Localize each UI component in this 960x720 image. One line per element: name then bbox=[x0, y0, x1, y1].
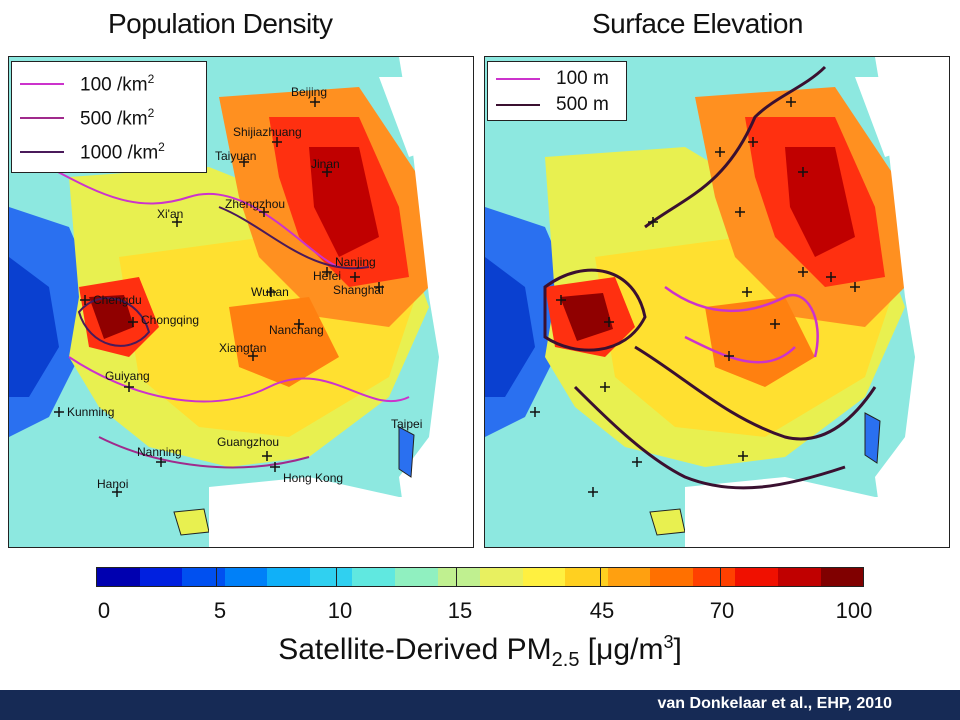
colorbar-swatch bbox=[692, 568, 736, 586]
colorbar-tick-70: 70 bbox=[709, 598, 735, 623]
colorbar-swatch bbox=[224, 568, 268, 586]
colorbar-tick-mark bbox=[720, 567, 721, 587]
legend-row-100: 100 /km2 bbox=[20, 72, 154, 96]
colorbar-tick-100: 100 bbox=[835, 598, 873, 623]
colorbar-tick-15: 15 bbox=[447, 598, 473, 623]
colorbar-swatch bbox=[394, 568, 438, 586]
city-label-zhengzhou: Zhengzhou bbox=[225, 197, 286, 211]
population-density-map: 100 /km2 500 /km2 1000 /km2 Beijing Shij… bbox=[8, 56, 474, 548]
colorbar-swatch bbox=[139, 568, 183, 586]
pm25-colorbar bbox=[96, 567, 864, 587]
colorbar-tick-5: 5 bbox=[213, 598, 227, 623]
city-label-hefei: Hefei bbox=[313, 269, 342, 283]
legend-row-500m: 500 m bbox=[496, 94, 609, 116]
colorbar-swatch bbox=[650, 568, 693, 586]
legend-line-100m bbox=[496, 78, 540, 80]
right-panel-title: Surface Elevation bbox=[592, 8, 803, 39]
city-label-beijing: Beijing bbox=[291, 85, 328, 99]
colorbar-tick-45: 45 bbox=[589, 598, 615, 623]
legend-line-500 bbox=[20, 117, 64, 120]
population-map-svg bbox=[9, 57, 473, 547]
legend-label-100m: 100 m bbox=[556, 68, 609, 89]
city-label-guangzhou: Guangzhou bbox=[217, 435, 280, 449]
legend-row-1000: 1000 /km2 bbox=[20, 140, 165, 164]
colorbar-tick-10: 10 bbox=[327, 598, 353, 623]
colorbar-tick-0: 0 bbox=[97, 598, 111, 623]
city-label-xiangtan: Xiangtan bbox=[219, 341, 267, 355]
city-label-hanoi: Hanoi bbox=[97, 477, 129, 491]
colorbar-swatch bbox=[267, 568, 310, 586]
city-label-taipei: Taipei bbox=[391, 417, 423, 431]
city-label-hong-kong: Hong Kong bbox=[283, 471, 344, 485]
colorbar-tick-mark bbox=[336, 567, 337, 587]
legend-label-500: 500 /km2 bbox=[80, 106, 155, 130]
city-label-chengdu: Chengdu bbox=[93, 293, 142, 307]
legend-line-100 bbox=[20, 83, 64, 86]
left-panel-title: Population Density bbox=[108, 8, 333, 39]
colorbar-swatch bbox=[522, 568, 566, 586]
city-label-kunming: Kunming bbox=[67, 405, 115, 419]
city-label-nanjing: Nanjing bbox=[335, 255, 376, 269]
population-legend: 100 /km2 500 /km2 1000 /km2 bbox=[11, 61, 207, 173]
city-label-wuhan: Wuhan bbox=[251, 285, 289, 299]
citation-text: van Donkelaar et al., EHP, 2010 bbox=[657, 695, 893, 712]
legend-line-500m bbox=[496, 104, 540, 106]
colorbar-tick-mark bbox=[456, 567, 457, 587]
colorbar-swatch bbox=[309, 568, 353, 586]
elevation-legend: 100 m 500 m bbox=[487, 61, 627, 121]
colorbar-swatch bbox=[820, 568, 864, 586]
legend-label-500m: 500 m bbox=[556, 94, 609, 115]
city-label-chongqing: Chongqing bbox=[141, 313, 200, 327]
colorbar-swatch bbox=[437, 568, 481, 586]
legend-row-100m: 100 m bbox=[496, 68, 609, 90]
elevation-map-svg bbox=[485, 57, 949, 547]
city-label-taiyuan: Taiyuan bbox=[215, 149, 257, 163]
colorbar-swatch bbox=[735, 568, 778, 586]
colorbar-swatch bbox=[778, 568, 821, 586]
legend-label-100: 100 /km2 bbox=[80, 72, 155, 96]
colorbar-swatch bbox=[480, 568, 523, 586]
city-label-shanghai: Shanghai bbox=[333, 283, 384, 297]
colorbar-tick-mark bbox=[216, 567, 217, 587]
legend-line-1000 bbox=[20, 151, 64, 154]
surface-elevation-map: 100 m 500 m bbox=[484, 56, 950, 548]
colorbar-swatch bbox=[97, 568, 140, 586]
citation-footer: van Donkelaar et al., EHP, 2010 bbox=[0, 690, 960, 720]
city-label-jinan: Jinan bbox=[311, 157, 340, 171]
city-label-nanchang: Nanchang bbox=[269, 323, 324, 337]
legend-row-500: 500 /km2 bbox=[20, 106, 154, 130]
colorbar-swatch bbox=[607, 568, 651, 586]
colorbar-swatch bbox=[565, 568, 608, 586]
city-label-xian: Xi'an bbox=[157, 207, 184, 221]
city-label-nanning: Nanning bbox=[137, 445, 182, 459]
colorbar-swatch bbox=[182, 568, 225, 586]
city-label-shijiazhuang: Shijiazhuang bbox=[233, 125, 302, 139]
colorbar-swatch bbox=[352, 568, 395, 586]
legend-label-1000: 1000 /km2 bbox=[80, 140, 165, 164]
city-label-guiyang: Guiyang bbox=[105, 369, 150, 383]
colorbar-label: Satellite-Derived PM2.5 [μg/m3] bbox=[278, 632, 682, 671]
colorbar-tick-mark bbox=[600, 567, 601, 587]
